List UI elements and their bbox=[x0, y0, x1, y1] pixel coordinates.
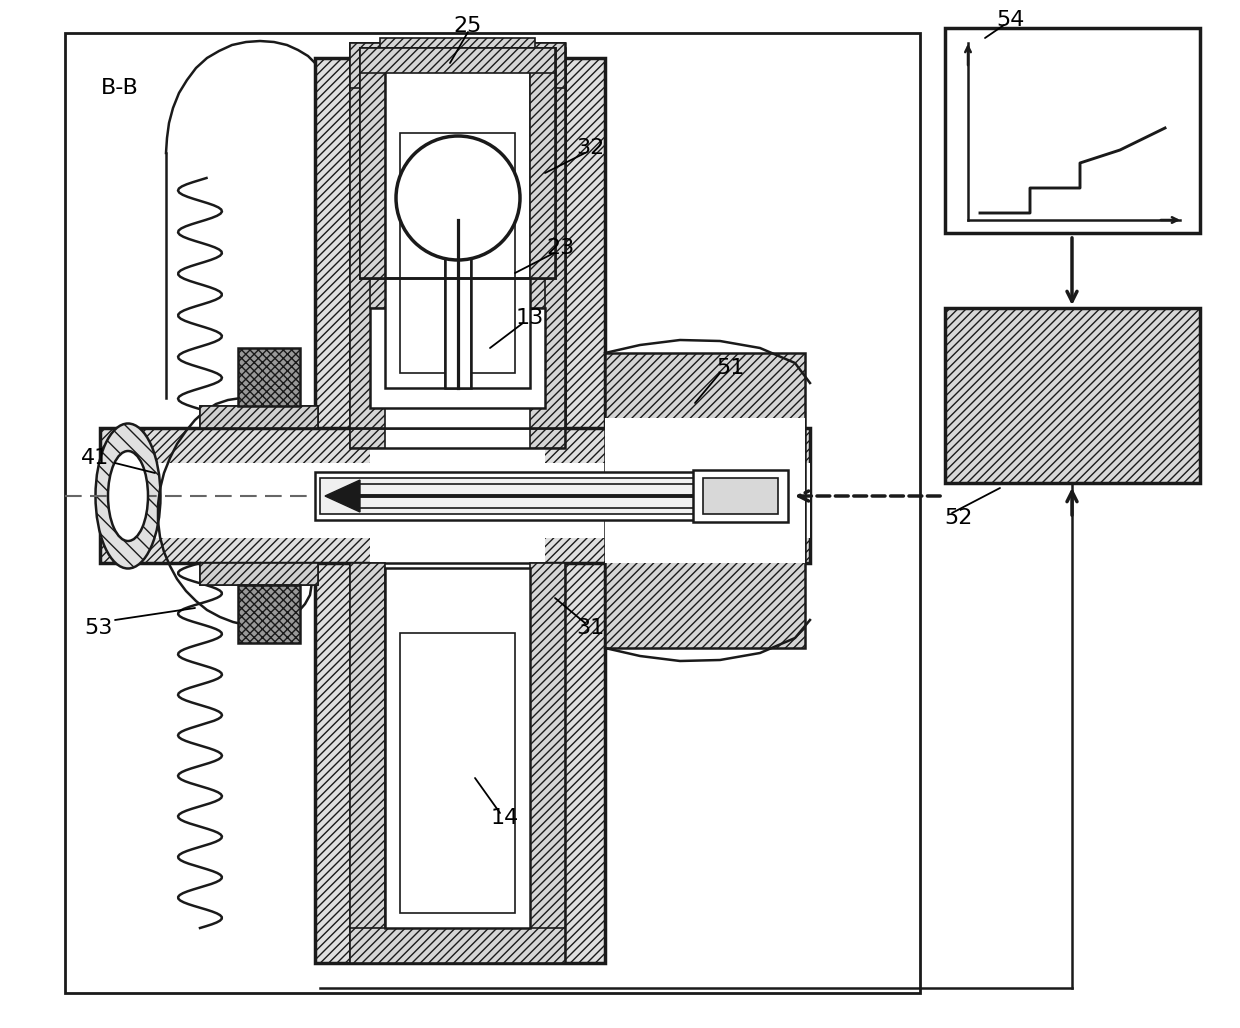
Bar bbox=[200, 406, 317, 428]
Bar bbox=[315, 472, 701, 520]
Bar bbox=[350, 43, 384, 428]
Text: 32: 32 bbox=[575, 138, 604, 158]
Bar bbox=[320, 478, 694, 514]
Text: B-B: B-B bbox=[102, 78, 139, 98]
Text: 23: 23 bbox=[546, 238, 574, 258]
Bar bbox=[529, 48, 556, 278]
Bar bbox=[445, 220, 471, 388]
Bar bbox=[370, 278, 546, 308]
Bar bbox=[384, 68, 529, 388]
Bar bbox=[379, 38, 534, 68]
Bar bbox=[703, 478, 777, 514]
Text: 51: 51 bbox=[715, 358, 744, 378]
Bar bbox=[693, 470, 787, 522]
Polygon shape bbox=[315, 58, 605, 963]
Bar bbox=[64, 33, 920, 993]
Bar bbox=[350, 43, 565, 428]
Bar bbox=[200, 563, 317, 585]
Bar bbox=[401, 133, 515, 373]
Bar bbox=[384, 568, 529, 928]
Bar bbox=[360, 48, 556, 73]
Bar bbox=[350, 563, 384, 963]
Ellipse shape bbox=[95, 424, 160, 568]
Bar bbox=[350, 48, 565, 428]
Text: 41: 41 bbox=[81, 448, 109, 468]
Bar bbox=[238, 348, 300, 406]
Bar bbox=[350, 928, 565, 963]
Bar bbox=[529, 43, 565, 428]
Bar bbox=[360, 48, 384, 278]
Bar bbox=[238, 585, 300, 642]
Bar bbox=[370, 68, 546, 828]
Ellipse shape bbox=[108, 451, 148, 541]
Bar bbox=[350, 58, 565, 448]
Bar bbox=[529, 58, 565, 448]
Polygon shape bbox=[325, 480, 360, 512]
Bar bbox=[529, 563, 565, 963]
Bar bbox=[605, 418, 805, 563]
Bar bbox=[350, 58, 384, 448]
Bar bbox=[360, 48, 556, 278]
Text: 25: 25 bbox=[454, 16, 482, 36]
Bar bbox=[350, 563, 565, 963]
Bar bbox=[100, 463, 810, 538]
Bar bbox=[370, 308, 546, 408]
Bar bbox=[350, 43, 565, 88]
Bar bbox=[605, 353, 805, 648]
Text: 54: 54 bbox=[996, 10, 1024, 30]
Text: 31: 31 bbox=[575, 618, 604, 638]
Text: 13: 13 bbox=[516, 308, 544, 328]
Bar bbox=[401, 633, 515, 913]
Bar bbox=[945, 28, 1200, 233]
Polygon shape bbox=[100, 428, 810, 563]
Bar bbox=[200, 406, 317, 428]
Text: 52: 52 bbox=[944, 508, 972, 528]
Bar bbox=[200, 563, 317, 585]
Circle shape bbox=[396, 136, 520, 260]
Bar bbox=[350, 58, 565, 128]
Text: 14: 14 bbox=[491, 808, 520, 828]
Text: 53: 53 bbox=[84, 618, 112, 638]
Bar bbox=[945, 308, 1200, 483]
